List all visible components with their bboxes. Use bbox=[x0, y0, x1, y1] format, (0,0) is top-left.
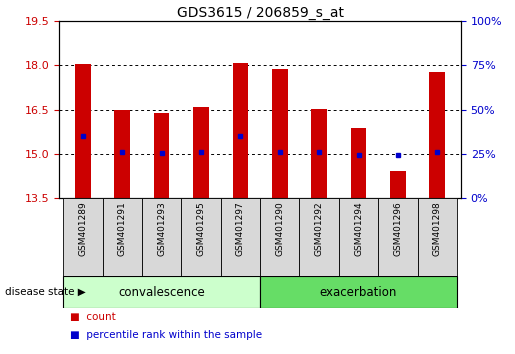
Text: GSM401296: GSM401296 bbox=[393, 201, 402, 256]
Text: GSM401298: GSM401298 bbox=[433, 201, 442, 256]
Bar bbox=[260, 198, 299, 276]
Text: GSM401293: GSM401293 bbox=[157, 201, 166, 256]
Text: GSM401291: GSM401291 bbox=[118, 201, 127, 256]
Bar bbox=[430, 72, 445, 198]
Bar bbox=[311, 109, 327, 198]
Text: GSM401289: GSM401289 bbox=[78, 201, 88, 256]
Bar bbox=[154, 113, 169, 198]
Text: GSM401290: GSM401290 bbox=[275, 201, 284, 256]
Bar bbox=[181, 198, 221, 276]
Text: ■  count: ■ count bbox=[70, 312, 115, 322]
Bar bbox=[142, 198, 181, 276]
Bar bbox=[299, 198, 339, 276]
Bar bbox=[418, 198, 457, 276]
Bar bbox=[63, 198, 102, 276]
Bar bbox=[232, 63, 248, 198]
Bar bbox=[75, 64, 91, 198]
Text: convalescence: convalescence bbox=[118, 286, 205, 298]
Text: GSM401295: GSM401295 bbox=[197, 201, 205, 256]
Bar bbox=[114, 110, 130, 198]
Text: GSM401294: GSM401294 bbox=[354, 201, 363, 256]
Bar bbox=[390, 171, 406, 198]
Bar bbox=[339, 198, 378, 276]
Bar bbox=[193, 107, 209, 198]
Bar bbox=[102, 198, 142, 276]
Bar bbox=[351, 128, 366, 198]
Text: exacerbation: exacerbation bbox=[320, 286, 397, 298]
Bar bbox=[260, 276, 457, 308]
Title: GDS3615 / 206859_s_at: GDS3615 / 206859_s_at bbox=[177, 6, 344, 20]
Bar bbox=[63, 276, 260, 308]
Bar bbox=[221, 198, 260, 276]
Bar bbox=[272, 69, 288, 198]
Text: ■  percentile rank within the sample: ■ percentile rank within the sample bbox=[70, 330, 262, 339]
Bar bbox=[378, 198, 418, 276]
Text: disease state ▶: disease state ▶ bbox=[5, 287, 86, 297]
Text: GSM401292: GSM401292 bbox=[315, 201, 323, 256]
Text: GSM401297: GSM401297 bbox=[236, 201, 245, 256]
